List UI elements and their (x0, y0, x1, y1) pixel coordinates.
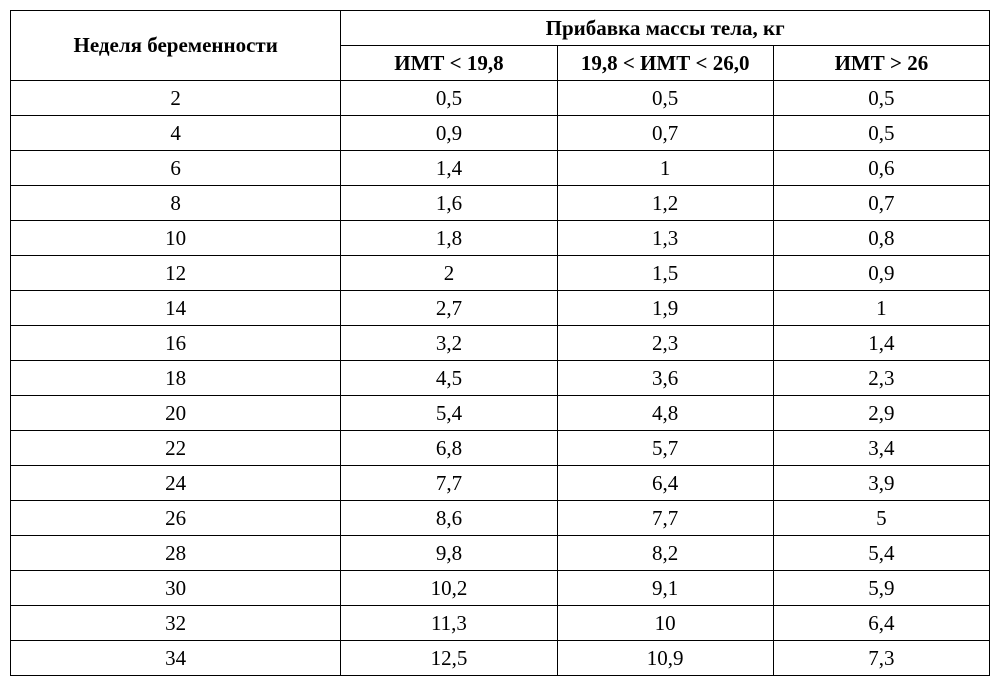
header-bmi-high: ИМТ > 26 (773, 46, 989, 81)
table-row: 40,90,70,5 (11, 116, 990, 151)
cell-bmi_low: 2 (341, 256, 557, 291)
cell-bmi_mid: 4,8 (557, 396, 773, 431)
cell-bmi_high: 2,3 (773, 361, 989, 396)
table-row: 163,22,31,4 (11, 326, 990, 361)
cell-bmi_low: 1,4 (341, 151, 557, 186)
cell-bmi_high: 3,9 (773, 466, 989, 501)
header-week: Неделя беременности (11, 11, 341, 81)
cell-week: 18 (11, 361, 341, 396)
cell-bmi_high: 5,4 (773, 536, 989, 571)
cell-bmi_low: 0,9 (341, 116, 557, 151)
cell-bmi_low: 10,2 (341, 571, 557, 606)
table-header: Неделя беременности Прибавка массы тела,… (11, 11, 990, 81)
cell-week: 10 (11, 221, 341, 256)
cell-bmi_mid: 10 (557, 606, 773, 641)
cell-week: 26 (11, 501, 341, 536)
cell-bmi_low: 3,2 (341, 326, 557, 361)
cell-bmi_high: 5,9 (773, 571, 989, 606)
table-row: 247,76,43,9 (11, 466, 990, 501)
cell-bmi_high: 7,3 (773, 641, 989, 676)
cell-bmi_low: 2,7 (341, 291, 557, 326)
table-row: 184,53,62,3 (11, 361, 990, 396)
cell-week: 6 (11, 151, 341, 186)
header-bmi-mid: 19,8 < ИМТ < 26,0 (557, 46, 773, 81)
cell-bmi_low: 0,5 (341, 81, 557, 116)
cell-week: 20 (11, 396, 341, 431)
cell-bmi_mid: 6,4 (557, 466, 773, 501)
cell-bmi_mid: 9,1 (557, 571, 773, 606)
table-row: 268,67,75 (11, 501, 990, 536)
cell-week: 30 (11, 571, 341, 606)
cell-bmi_high: 1 (773, 291, 989, 326)
cell-bmi_high: 2,9 (773, 396, 989, 431)
cell-week: 2 (11, 81, 341, 116)
cell-bmi_high: 0,6 (773, 151, 989, 186)
table-row: 226,85,73,4 (11, 431, 990, 466)
cell-bmi_high: 0,7 (773, 186, 989, 221)
cell-bmi_high: 3,4 (773, 431, 989, 466)
table-row: 61,410,6 (11, 151, 990, 186)
cell-week: 22 (11, 431, 341, 466)
cell-week: 32 (11, 606, 341, 641)
cell-week: 34 (11, 641, 341, 676)
cell-bmi_low: 6,8 (341, 431, 557, 466)
cell-bmi_high: 0,9 (773, 256, 989, 291)
table-row: 20,50,50,5 (11, 81, 990, 116)
cell-bmi_mid: 1,3 (557, 221, 773, 256)
cell-bmi_low: 8,6 (341, 501, 557, 536)
header-group: Прибавка массы тела, кг (341, 11, 990, 46)
cell-week: 12 (11, 256, 341, 291)
cell-bmi_mid: 7,7 (557, 501, 773, 536)
cell-bmi_high: 6,4 (773, 606, 989, 641)
header-bmi-low: ИМТ < 19,8 (341, 46, 557, 81)
table-row: 3010,29,15,9 (11, 571, 990, 606)
cell-bmi_mid: 5,7 (557, 431, 773, 466)
table-row: 3211,3106,4 (11, 606, 990, 641)
weight-gain-table: Неделя беременности Прибавка массы тела,… (10, 10, 990, 676)
cell-bmi_mid: 1,2 (557, 186, 773, 221)
table-row: 81,61,20,7 (11, 186, 990, 221)
cell-week: 8 (11, 186, 341, 221)
cell-bmi_mid: 8,2 (557, 536, 773, 571)
cell-week: 24 (11, 466, 341, 501)
cell-bmi_high: 0,8 (773, 221, 989, 256)
cell-bmi_low: 1,6 (341, 186, 557, 221)
cell-bmi_high: 0,5 (773, 116, 989, 151)
cell-bmi_mid: 0,5 (557, 81, 773, 116)
cell-bmi_low: 12,5 (341, 641, 557, 676)
cell-bmi_low: 5,4 (341, 396, 557, 431)
table-body: 20,50,50,540,90,70,561,410,681,61,20,710… (11, 81, 990, 676)
table-row: 3412,510,97,3 (11, 641, 990, 676)
cell-bmi_low: 1,8 (341, 221, 557, 256)
cell-bmi_mid: 0,7 (557, 116, 773, 151)
cell-week: 28 (11, 536, 341, 571)
cell-week: 14 (11, 291, 341, 326)
cell-bmi_low: 11,3 (341, 606, 557, 641)
table-row: 142,71,91 (11, 291, 990, 326)
cell-bmi_mid: 10,9 (557, 641, 773, 676)
table-row: 205,44,82,9 (11, 396, 990, 431)
cell-bmi_mid: 3,6 (557, 361, 773, 396)
cell-bmi_high: 1,4 (773, 326, 989, 361)
table-row: 101,81,30,8 (11, 221, 990, 256)
cell-bmi_low: 4,5 (341, 361, 557, 396)
table-row: 1221,50,9 (11, 256, 990, 291)
cell-bmi_mid: 1,9 (557, 291, 773, 326)
cell-week: 4 (11, 116, 341, 151)
table-row: 289,88,25,4 (11, 536, 990, 571)
cell-week: 16 (11, 326, 341, 361)
cell-bmi_mid: 2,3 (557, 326, 773, 361)
cell-bmi_mid: 1 (557, 151, 773, 186)
cell-bmi_low: 7,7 (341, 466, 557, 501)
cell-bmi_high: 0,5 (773, 81, 989, 116)
cell-bmi_mid: 1,5 (557, 256, 773, 291)
cell-bmi_low: 9,8 (341, 536, 557, 571)
cell-bmi_high: 5 (773, 501, 989, 536)
